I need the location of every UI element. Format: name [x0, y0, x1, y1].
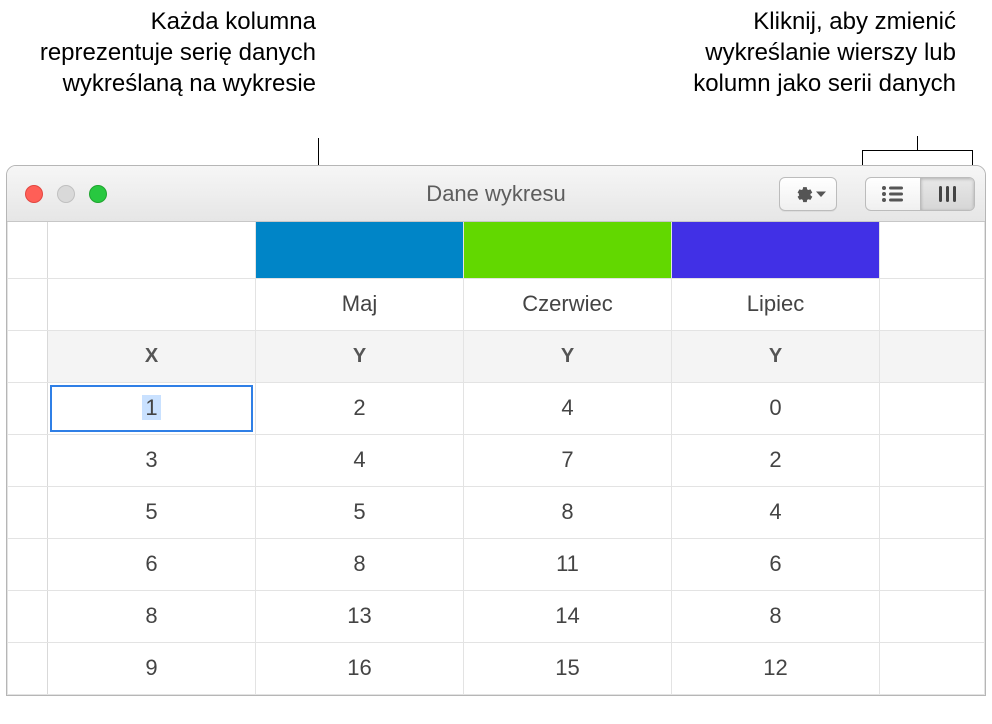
data-cell-y[interactable]: 13 [256, 590, 464, 642]
data-cell-y[interactable]: 14 [464, 590, 672, 642]
pad-cell [880, 538, 985, 590]
series-color[interactable] [464, 222, 672, 278]
data-cell-y[interactable]: 16 [256, 642, 464, 694]
zoom-button[interactable] [89, 185, 107, 203]
table-row: 9 161512 [8, 642, 985, 694]
pad-cell [880, 222, 985, 278]
data-cell-y[interactable]: 4 [256, 434, 464, 486]
data-cell-y[interactable]: 8 [256, 538, 464, 590]
axis-label-x[interactable]: X [48, 330, 256, 382]
pad-cell [880, 330, 985, 382]
settings-menu-button[interactable] [779, 177, 837, 211]
column-header-row: Maj Czerwiec Lipiec [8, 278, 985, 330]
series-color-swatch [256, 222, 463, 278]
axis-label-y[interactable]: Y [256, 330, 464, 382]
rownum-cell [8, 538, 48, 590]
data-cell-y[interactable]: 4 [672, 486, 880, 538]
annotation-layer: Każda kolumna reprezentuje serię danych … [0, 0, 992, 165]
cell-value: 5 [145, 499, 157, 524]
plot-columns-button[interactable] [920, 178, 974, 210]
rownum-cell [8, 382, 48, 434]
column-header[interactable]: Czerwiec [464, 278, 672, 330]
chart-data-table[interactable]: Maj Czerwiec Lipiec X Y Y Y 124034725584… [7, 222, 985, 695]
chart-data-window: Dane wykresu [6, 165, 986, 696]
corner-cell [8, 222, 48, 278]
callout-bracket-stem [917, 136, 918, 150]
cell-value: 8 [145, 603, 157, 628]
rows-icon [881, 185, 905, 203]
callout-toggle-series: Kliknij, aby zmienić wykreślanie wierszy… [646, 6, 956, 100]
data-cell-x[interactable]: 5 [48, 486, 256, 538]
callout-bracket-top [862, 150, 973, 151]
cell-value: 3 [145, 447, 157, 472]
series-color-gap [48, 222, 256, 278]
axis-label-y[interactable]: Y [464, 330, 672, 382]
series-color-swatch [464, 222, 671, 278]
data-cell-y[interactable]: 7 [464, 434, 672, 486]
series-orientation-toggle [865, 177, 975, 211]
callout-series-column: Każda kolumna reprezentuje serię danych … [16, 6, 316, 100]
table-row: 1 240 [8, 382, 985, 434]
data-cell-x[interactable]: 8 [48, 590, 256, 642]
rownum-cell [8, 330, 48, 382]
callout-bracket-right [972, 150, 973, 166]
toolbar-controls [779, 177, 985, 211]
data-cell-y[interactable]: 2 [672, 434, 880, 486]
cell-value: 1 [142, 395, 160, 420]
table-row: 5584 [8, 486, 985, 538]
columns-icon [937, 184, 959, 204]
pad-cell [880, 434, 985, 486]
series-color[interactable] [256, 222, 464, 278]
pad-cell [880, 382, 985, 434]
series-color-swatch [672, 222, 879, 278]
data-cell-y[interactable]: 15 [464, 642, 672, 694]
data-cell-y[interactable]: 2 [256, 382, 464, 434]
table-row: 3 472 [8, 434, 985, 486]
chevron-down-icon [816, 190, 826, 198]
gear-icon [791, 183, 813, 205]
cell-value: 9 [145, 655, 157, 680]
rownum-cell [8, 434, 48, 486]
data-cell-y[interactable]: 8 [464, 486, 672, 538]
data-cell-x[interactable]: 9 [48, 642, 256, 694]
rownum-cell [8, 278, 48, 330]
titlebar: Dane wykresu [7, 166, 985, 222]
data-cell-y[interactable]: 4 [464, 382, 672, 434]
rownum-cell [8, 590, 48, 642]
rownum-cell [8, 486, 48, 538]
data-cell-y[interactable]: 0 [672, 382, 880, 434]
series-color[interactable] [672, 222, 880, 278]
pad-cell [880, 590, 985, 642]
minimize-button[interactable] [57, 185, 75, 203]
axis-label-row: X Y Y Y [8, 330, 985, 382]
pad-cell [880, 278, 985, 330]
axis-label-y[interactable]: Y [672, 330, 880, 382]
window-controls [7, 185, 107, 203]
close-button[interactable] [25, 185, 43, 203]
column-header[interactable]: Maj [256, 278, 464, 330]
series-color-row [8, 222, 985, 278]
column-header[interactable]: Lipiec [672, 278, 880, 330]
data-cell-x[interactable]: 6 [48, 538, 256, 590]
data-cell-y[interactable]: 11 [464, 538, 672, 590]
data-cell-y[interactable]: 5 [256, 486, 464, 538]
data-cell-x[interactable]: 3 [48, 434, 256, 486]
column-header[interactable] [48, 278, 256, 330]
table-row: 68116 [8, 538, 985, 590]
pad-cell [880, 486, 985, 538]
plot-rows-button[interactable] [866, 178, 920, 210]
window-title: Dane wykresu [426, 181, 565, 207]
data-cell-y[interactable]: 12 [672, 642, 880, 694]
data-cell-y[interactable]: 6 [672, 538, 880, 590]
pad-cell [880, 642, 985, 694]
table-row: 813148 [8, 590, 985, 642]
data-cell-x[interactable]: 1 [48, 382, 256, 434]
callout-bracket-left [862, 150, 863, 166]
data-cell-y[interactable]: 8 [672, 590, 880, 642]
cell-value: 6 [145, 551, 157, 576]
rownum-cell [8, 642, 48, 694]
